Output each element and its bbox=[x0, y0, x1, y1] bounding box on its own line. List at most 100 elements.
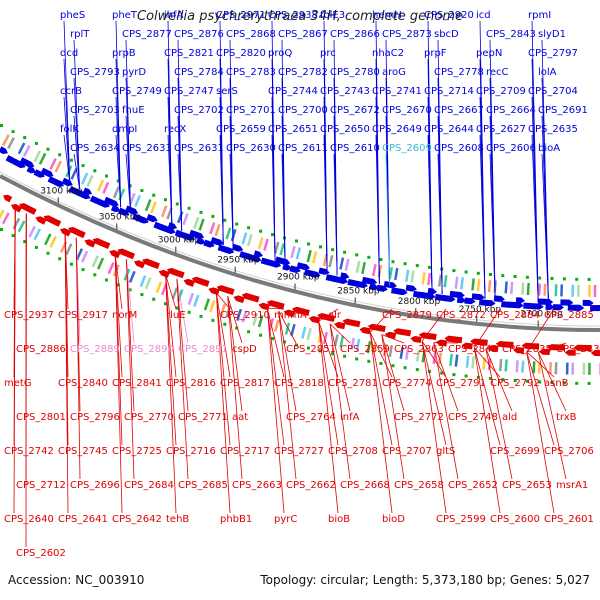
forward-gene-arrow bbox=[311, 270, 321, 278]
gc-marker bbox=[116, 283, 120, 287]
reverse-gene-label: CPS_2772 bbox=[394, 412, 444, 423]
reverse-callout-line bbox=[227, 296, 243, 344]
forward-gene-label: CPS_2784 bbox=[174, 67, 224, 78]
cog-block bbox=[155, 281, 163, 294]
forward-gene-label: recC bbox=[486, 67, 509, 78]
forward-callout-line bbox=[427, 134, 433, 293]
gc-marker bbox=[259, 333, 263, 337]
gc-marker bbox=[538, 380, 542, 384]
forward-gene-arrow bbox=[267, 259, 282, 268]
reverse-gene-arrow bbox=[427, 333, 437, 341]
gc-marker bbox=[247, 330, 251, 334]
forward-gene-arrow bbox=[19, 157, 35, 168]
forward-gene-label: hemH bbox=[372, 10, 402, 21]
reverse-gene-label: CPS_2835 bbox=[502, 344, 552, 355]
reverse-gene-arrow bbox=[175, 270, 185, 279]
kbp-tick-label: 3100 kbp bbox=[40, 186, 83, 196]
cog-block bbox=[209, 300, 216, 313]
gc-marker bbox=[0, 228, 3, 231]
gc-marker bbox=[199, 314, 203, 318]
reverse-callout-line bbox=[485, 348, 513, 480]
gc-marker bbox=[538, 276, 542, 280]
forward-gene-label: CPS_2631 bbox=[174, 143, 224, 154]
gc-marker bbox=[391, 364, 395, 368]
reverse-callout-line bbox=[538, 342, 567, 353]
reverse-gene-label: CPS_2642 bbox=[112, 514, 162, 525]
forward-gene-arrow bbox=[486, 299, 496, 307]
reverse-gene-label: CPS_2662 bbox=[286, 480, 336, 491]
reverse-gene-arrow bbox=[150, 261, 160, 270]
cog-block bbox=[150, 201, 157, 214]
cog-block bbox=[366, 340, 372, 354]
reverse-gene-arrow bbox=[401, 329, 412, 337]
reverse-gene-label: rluE bbox=[166, 310, 186, 321]
cog-block bbox=[198, 218, 205, 231]
reverse-callout-line bbox=[473, 347, 501, 446]
gc-marker bbox=[367, 255, 371, 259]
cog-block bbox=[339, 257, 345, 270]
cog-block bbox=[1, 134, 10, 147]
reverse-callout-line bbox=[369, 308, 393, 333]
cog-block bbox=[460, 277, 464, 290]
forward-gene-label: CPS_2783 bbox=[226, 67, 276, 78]
forward-gene-arrow bbox=[560, 299, 574, 306]
gc-marker bbox=[525, 275, 529, 279]
reverse-gene-label: CPS_2818 bbox=[274, 378, 324, 389]
forward-gene-arrow bbox=[203, 239, 215, 248]
cog-block bbox=[443, 275, 448, 288]
reverse-gene-label: CPS_2917 bbox=[58, 310, 108, 321]
forward-gene-arrow bbox=[82, 187, 93, 195]
reverse-callout-line bbox=[176, 278, 189, 480]
cog-block bbox=[86, 174, 94, 187]
reverse-callout-line bbox=[215, 292, 231, 446]
forward-gene-label: CPS_2873 bbox=[382, 29, 432, 40]
forward-gene-arrow bbox=[75, 189, 91, 200]
cog-block bbox=[515, 360, 519, 373]
reverse-gene-arrow bbox=[233, 295, 245, 304]
forward-gene-arrow bbox=[189, 229, 205, 240]
cog-block bbox=[571, 362, 575, 375]
gc-marker bbox=[513, 275, 517, 278]
forward-gene-label: CPS_2633 bbox=[122, 143, 172, 154]
reverse-gene-arrow bbox=[513, 347, 525, 354]
gc-marker bbox=[223, 218, 227, 222]
gc-marker bbox=[355, 357, 359, 361]
reverse-gene-arrow bbox=[325, 314, 336, 322]
reverse-callout-line bbox=[318, 321, 339, 514]
forward-gene-arrow bbox=[332, 275, 349, 285]
cog-block bbox=[388, 344, 394, 358]
reverse-gene-arrow bbox=[84, 239, 96, 248]
cog-block bbox=[322, 331, 328, 345]
gc-marker bbox=[428, 265, 431, 269]
kbp-tick-label: 2800 kbp bbox=[398, 297, 441, 307]
gc-marker bbox=[355, 253, 359, 257]
forward-gene-label: CPS_2644 bbox=[424, 124, 474, 135]
forward-gene-arrow bbox=[167, 222, 178, 230]
forward-gene-arrow bbox=[282, 263, 292, 271]
forward-callout-line bbox=[541, 153, 549, 303]
cog-block bbox=[144, 277, 152, 290]
reverse-callout-line bbox=[369, 332, 393, 514]
cog-block bbox=[399, 346, 404, 360]
reverse-gene-arrow bbox=[35, 216, 47, 225]
forward-callout-line bbox=[125, 153, 131, 212]
reverse-gene-label: CPS_2727 bbox=[274, 446, 324, 457]
reverse-callout-line bbox=[381, 334, 405, 480]
gc-marker bbox=[501, 378, 505, 382]
reverse-gene-label: CPS_2863 bbox=[394, 344, 444, 355]
forward-gene-label: icd bbox=[476, 10, 491, 21]
cog-block bbox=[521, 282, 525, 295]
reverse-callout-line bbox=[267, 307, 285, 310]
gc-marker bbox=[587, 381, 591, 385]
cog-block bbox=[454, 354, 459, 367]
cog-block bbox=[554, 284, 558, 297]
cog-block bbox=[241, 232, 248, 245]
cog-block bbox=[144, 199, 152, 212]
gc-marker bbox=[562, 381, 566, 385]
reverse-callout-line bbox=[381, 334, 405, 412]
reverse-gene-label: CPS_2716 bbox=[166, 446, 216, 457]
forward-gene-label: CPS_2938 bbox=[268, 10, 318, 21]
reverse-gene-label: CPS_2910 bbox=[220, 310, 270, 321]
cog-block bbox=[91, 255, 99, 268]
forward-gene-arrow bbox=[289, 265, 301, 273]
